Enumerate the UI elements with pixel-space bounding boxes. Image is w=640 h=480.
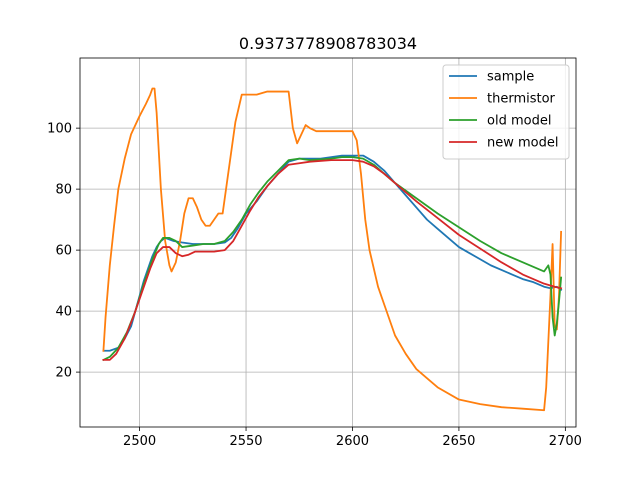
legend: sample thermistor old model new model — [442, 64, 570, 160]
legend-label: new model — [487, 136, 558, 151]
series-line-thermistor — [102, 87, 563, 412]
plot-area: 2500 2550 2600 2650 2700 20 40 60 80 100 — [47, 57, 582, 449]
axes-frame — [79, 57, 577, 428]
chart-title: 0.9373778908783034 — [239, 34, 417, 53]
x-tick-label: 2650 — [442, 434, 475, 449]
series-line-old-model — [102, 156, 563, 362]
series-line-new-model — [102, 159, 563, 361]
x-tick-label: 2500 — [123, 434, 156, 449]
x-tick-label: 2600 — [336, 434, 369, 449]
y-tick-label: 40 — [55, 305, 72, 320]
x-tick-label: 2550 — [229, 434, 262, 449]
legend-label: sample — [487, 70, 534, 85]
legend-label: thermistor — [487, 92, 556, 107]
legend-label: old model — [487, 114, 551, 129]
x-tick-label: 2700 — [549, 434, 582, 449]
y-tick-label: 100 — [47, 122, 72, 137]
y-tick-label: 20 — [55, 366, 72, 381]
legend-box — [442, 64, 570, 160]
y-tick-label: 60 — [55, 244, 72, 259]
y-tick-label: 80 — [55, 183, 72, 198]
